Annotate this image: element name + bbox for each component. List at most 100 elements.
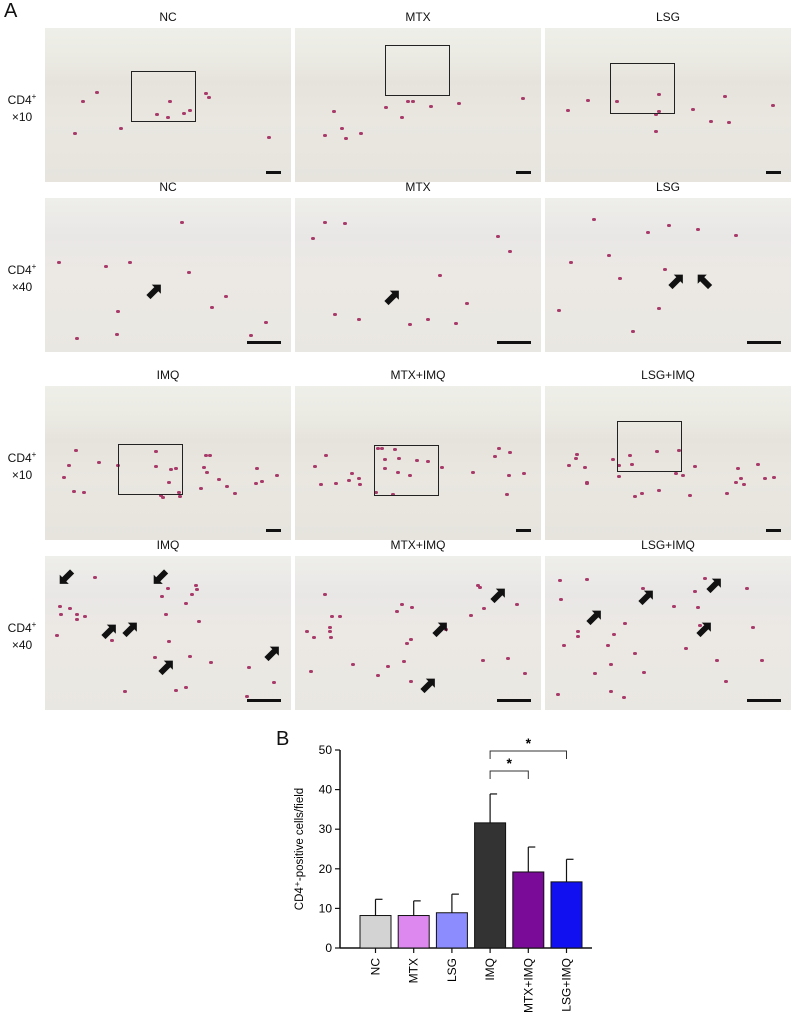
- stained-cell: [770, 104, 775, 108]
- stained-cell: [408, 322, 413, 326]
- stained-cell: [468, 614, 473, 618]
- arrow-icon: ⬈: [100, 618, 119, 643]
- stained-cell: [188, 108, 193, 112]
- stained-cell: [464, 301, 469, 305]
- panel-title: LSG: [655, 10, 680, 24]
- stained-cell: [198, 487, 203, 491]
- inset-box: [610, 63, 675, 114]
- panel-title: LSG+IMQ: [641, 368, 695, 382]
- stained-cell: [254, 482, 259, 486]
- stained-cell: [614, 99, 619, 103]
- stained-cell: [687, 494, 692, 498]
- inset-box: [131, 71, 196, 122]
- scale-bar: [516, 529, 531, 532]
- significance-bracket: [489, 770, 529, 779]
- stained-cell: [217, 477, 222, 481]
- stained-cell: [165, 116, 170, 120]
- stained-cell: [507, 249, 512, 253]
- stained-cell: [408, 637, 413, 641]
- stained-cell: [189, 593, 194, 597]
- row-label-marker: CD4: [7, 93, 32, 107]
- stained-cell: [497, 447, 502, 451]
- stained-cell: [611, 458, 616, 462]
- stained-cell: [183, 601, 188, 605]
- arrow-icon: ⬋: [151, 564, 170, 589]
- stained-cell: [492, 454, 497, 458]
- stained-cell: [154, 449, 159, 453]
- stained-cell: [623, 622, 628, 626]
- stained-cell: [207, 454, 212, 458]
- row-label: CD4+ ×10: [2, 88, 42, 126]
- stained-cell: [772, 476, 777, 480]
- stained-cell: [329, 635, 334, 639]
- stained-cell: [103, 265, 108, 269]
- stained-cell: [178, 495, 183, 499]
- histology-image: ⬈ ⬈ ⬈: [295, 556, 541, 710]
- stained-cell: [82, 490, 87, 494]
- stained-cell: [646, 231, 651, 235]
- row-label-magnification: ×10: [11, 110, 33, 124]
- stained-cell: [323, 220, 328, 224]
- arrow-icon: ⬈: [705, 572, 724, 597]
- arrow-icon: ⬈: [419, 672, 438, 697]
- stained-cell: [641, 670, 646, 674]
- stained-cell: [187, 270, 192, 274]
- stained-cell: [194, 583, 199, 587]
- stained-cell: [627, 453, 632, 457]
- y-tick-label: 0: [325, 941, 332, 955]
- stained-cell: [203, 91, 208, 95]
- stained-cell: [97, 461, 102, 465]
- stained-cell: [152, 656, 157, 660]
- stained-cell: [274, 473, 279, 477]
- stained-cell: [399, 115, 404, 119]
- stained-cell: [693, 590, 698, 594]
- stained-cell: [633, 494, 638, 498]
- stained-cell: [722, 94, 727, 98]
- stained-cell: [405, 641, 410, 645]
- x-tick-label: LSG+IMQ: [560, 958, 574, 1012]
- inset-box: [374, 445, 439, 496]
- stained-cell: [672, 604, 677, 608]
- stained-cell: [654, 112, 659, 116]
- arrow-icon: ⬈: [121, 616, 140, 641]
- inset-box: [118, 444, 183, 495]
- stained-cell: [691, 108, 696, 112]
- stained-cell: [259, 479, 264, 483]
- stained-cell: [708, 120, 713, 124]
- y-tick-label: 10: [319, 901, 333, 915]
- stained-cell: [440, 465, 445, 469]
- stained-cell: [92, 576, 97, 580]
- row-label: CD4+ ×40: [2, 258, 42, 296]
- stained-cell: [523, 671, 528, 675]
- stained-cell: [343, 222, 348, 226]
- stained-cell: [426, 459, 431, 463]
- y-tick-label: 30: [319, 822, 333, 836]
- stained-cell: [680, 474, 685, 478]
- panel-title: IMQ: [156, 538, 180, 552]
- row-label-marker: CD4: [7, 621, 32, 635]
- stained-cell: [505, 493, 510, 497]
- row-label-marker: CD4: [7, 451, 32, 465]
- significance-marker: *: [506, 755, 512, 771]
- stained-cell: [736, 466, 741, 470]
- stained-cell: [632, 651, 637, 655]
- row-label-sup: +: [31, 450, 37, 459]
- stained-cell: [58, 605, 63, 609]
- stained-cell: [508, 451, 513, 455]
- scale-bar: [766, 171, 781, 174]
- row-label: CD4+ ×40: [2, 616, 42, 654]
- stained-cell: [166, 587, 171, 591]
- stained-cell: [164, 613, 169, 617]
- arrow-icon: ⬈: [585, 604, 604, 629]
- stained-cell: [656, 489, 661, 493]
- row-label-sup: +: [31, 620, 37, 629]
- stained-cell: [197, 620, 202, 624]
- stained-cell: [574, 456, 579, 460]
- stained-cell: [585, 577, 590, 581]
- stained-cell: [75, 336, 80, 340]
- stained-cell: [177, 491, 182, 495]
- stained-cell: [357, 482, 362, 486]
- significance-marker: *: [526, 735, 532, 751]
